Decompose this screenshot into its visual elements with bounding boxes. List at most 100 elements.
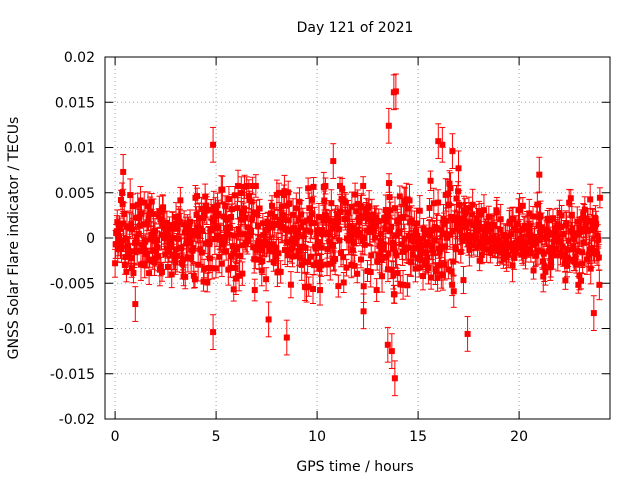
data-point xyxy=(576,229,583,236)
data-point xyxy=(428,274,435,281)
data-point xyxy=(596,194,603,201)
data-point xyxy=(296,198,303,205)
data-point xyxy=(470,242,477,249)
y-tick-label: -0.005 xyxy=(50,276,95,292)
data-point xyxy=(205,265,212,272)
data-point xyxy=(260,232,267,239)
data-point xyxy=(547,264,554,271)
data-point xyxy=(366,225,373,232)
data-point xyxy=(372,234,379,241)
y-tick-label: -0.02 xyxy=(59,412,95,428)
data-point xyxy=(256,256,263,263)
data-point xyxy=(236,252,243,259)
data-point xyxy=(285,217,292,224)
data-point-outlier xyxy=(265,316,272,323)
data-point xyxy=(166,225,173,232)
data-point xyxy=(259,258,266,265)
data-point xyxy=(480,207,487,214)
data-point xyxy=(471,222,478,229)
data-point-outlier xyxy=(210,141,217,148)
data-point xyxy=(424,254,431,261)
data-point xyxy=(506,218,513,225)
data-point xyxy=(239,242,246,249)
data-series xyxy=(112,73,603,397)
data-point xyxy=(459,237,466,244)
data-point xyxy=(272,253,279,260)
data-point xyxy=(424,240,431,247)
data-point xyxy=(315,238,322,245)
data-point xyxy=(235,182,242,189)
data-point xyxy=(243,182,250,189)
data-point xyxy=(198,249,205,256)
data-point xyxy=(410,238,417,245)
data-point xyxy=(580,210,587,217)
data-point xyxy=(219,186,226,193)
data-point xyxy=(193,211,200,218)
data-point-outlier xyxy=(392,88,399,95)
data-point xyxy=(558,212,565,219)
data-point-outlier xyxy=(449,148,456,155)
data-point xyxy=(382,206,389,213)
data-point xyxy=(457,226,464,233)
data-point xyxy=(400,281,407,288)
data-point xyxy=(484,227,491,234)
data-point xyxy=(595,236,602,243)
data-point xyxy=(316,265,323,272)
data-point xyxy=(473,215,480,222)
data-point xyxy=(308,196,315,203)
data-point xyxy=(524,245,531,252)
data-point xyxy=(564,262,571,269)
data-point xyxy=(297,224,304,231)
data-point xyxy=(533,252,540,259)
data-point xyxy=(495,236,502,243)
data-point xyxy=(396,193,403,200)
data-point xyxy=(249,182,256,189)
data-point xyxy=(176,218,183,225)
data-point xyxy=(133,239,140,246)
data-point xyxy=(121,211,128,218)
data-point xyxy=(388,266,395,273)
x-axis-title: GPS time / hours xyxy=(296,459,413,475)
data-point xyxy=(412,265,419,272)
data-point xyxy=(310,285,317,292)
data-point xyxy=(137,197,144,204)
data-point xyxy=(232,264,239,271)
data-point xyxy=(526,227,533,234)
data-point xyxy=(169,224,176,231)
data-point xyxy=(391,291,398,298)
data-point xyxy=(347,234,354,241)
data-point xyxy=(425,264,432,271)
data-point xyxy=(474,243,481,250)
data-point xyxy=(140,221,147,228)
data-point xyxy=(141,199,148,206)
data-point xyxy=(453,221,460,228)
data-point-outlier xyxy=(435,138,442,145)
data-point xyxy=(423,260,430,267)
data-point xyxy=(387,207,394,214)
data-point xyxy=(302,244,309,251)
data-point xyxy=(552,228,559,235)
data-point xyxy=(329,241,336,248)
data-point xyxy=(114,219,121,226)
data-point xyxy=(249,215,256,222)
data-point xyxy=(568,211,575,218)
data-point xyxy=(162,251,169,258)
data-point xyxy=(556,237,563,244)
data-point xyxy=(478,251,485,258)
data-point xyxy=(307,228,314,235)
data-point xyxy=(491,222,498,229)
data-point xyxy=(372,221,379,228)
data-point xyxy=(303,227,310,234)
data-point xyxy=(230,250,237,257)
data-point xyxy=(460,277,467,284)
data-point xyxy=(155,253,162,260)
data-point xyxy=(310,183,317,190)
data-point xyxy=(441,261,448,268)
data-point xyxy=(201,212,208,219)
data-point xyxy=(511,248,518,255)
data-point xyxy=(164,263,171,270)
data-point xyxy=(579,260,586,267)
data-point xyxy=(231,192,238,199)
data-point xyxy=(211,236,218,243)
data-point xyxy=(380,246,387,253)
